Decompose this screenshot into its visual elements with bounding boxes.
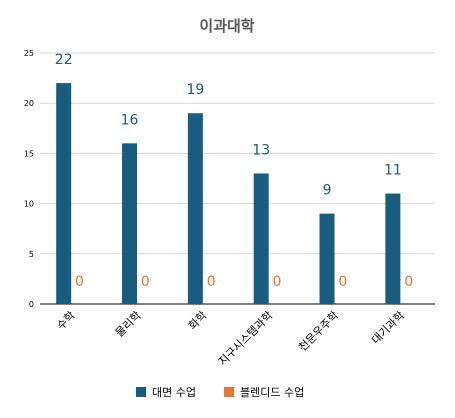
y-tick-label: 0 <box>29 300 34 309</box>
data-label: 0 <box>75 274 84 290</box>
bar <box>253 173 269 304</box>
data-labels: 22 0 16 0 19 0 13 0 9 0 11 0 <box>55 52 413 290</box>
category-label: 천문우주학 <box>295 308 341 354</box>
legend-label: 대면 수업 <box>152 386 196 399</box>
data-label: 0 <box>273 274 282 290</box>
data-label: 22 <box>55 52 73 68</box>
y-tick-label: 10 <box>24 200 34 209</box>
data-label: 0 <box>338 274 347 290</box>
bar <box>122 143 138 304</box>
gridlines <box>40 52 435 255</box>
data-label: 19 <box>186 82 204 98</box>
category-label: 화학 <box>186 309 210 333</box>
legend-swatch <box>136 387 146 397</box>
data-label: 0 <box>404 274 413 290</box>
data-label: 16 <box>121 112 139 128</box>
category-label: 지구시스템과학 <box>216 309 275 368</box>
data-label: 11 <box>384 163 402 179</box>
y-axis: 0 5 10 15 20 25 <box>24 49 435 309</box>
data-label: 13 <box>252 142 270 158</box>
bars <box>56 83 401 305</box>
y-tick-label: 15 <box>24 149 34 158</box>
bar <box>56 83 72 305</box>
category-label: 물리학 <box>113 309 144 340</box>
bar <box>385 193 401 304</box>
y-tick-label: 25 <box>24 49 34 58</box>
chart-title: 이과대학 <box>199 17 254 35</box>
legend-label: 블렌디드 수업 <box>240 386 304 399</box>
legend: 대면 수업 블렌디드 수업 <box>136 386 304 399</box>
data-label: 9 <box>323 183 332 199</box>
x-axis: 수학 물리학 화학 지구시스템과학 천문우주학 대기과학 <box>54 308 407 368</box>
data-label: 0 <box>207 274 216 290</box>
bar <box>319 213 335 304</box>
bar <box>187 113 203 305</box>
legend-swatch <box>224 387 234 397</box>
y-tick-label: 5 <box>29 250 34 259</box>
data-label: 0 <box>141 274 150 290</box>
y-tick-label: 20 <box>24 99 34 108</box>
category-label: 대기과학 <box>369 309 407 347</box>
category-label: 수학 <box>54 309 78 333</box>
